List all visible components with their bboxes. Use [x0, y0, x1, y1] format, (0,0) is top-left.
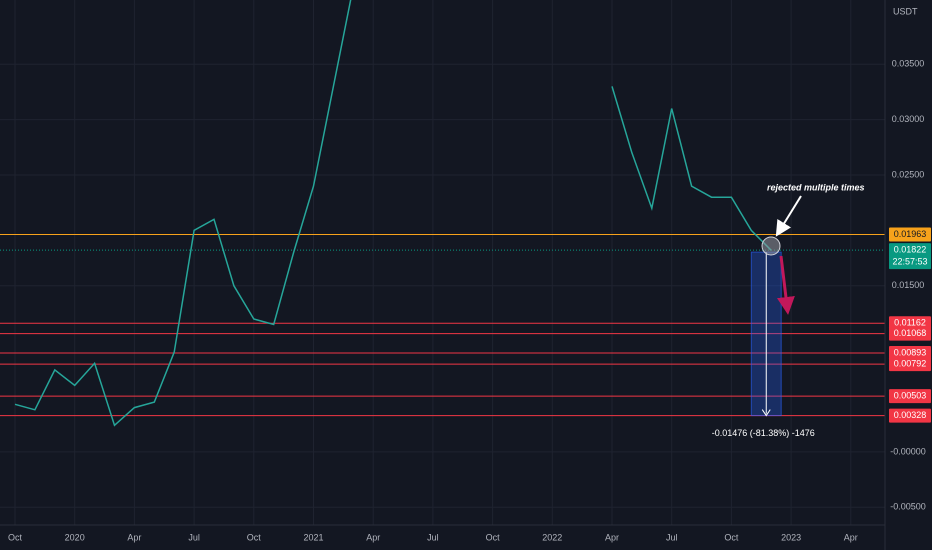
plot — [0, 0, 885, 427]
price-label: 0.00792 — [894, 359, 927, 369]
measure-arrow-head — [761, 409, 771, 417]
price-label-box — [889, 357, 931, 372]
price-label-box — [889, 345, 931, 360]
x-tick-label: Apr — [127, 532, 141, 542]
x-tick-label: 2020 — [65, 532, 85, 542]
price-label: 0.00893 — [894, 347, 927, 357]
x-tick-label: Oct — [247, 532, 262, 542]
unit-label: USDT — [893, 6, 918, 16]
grid — [0, 0, 885, 525]
x-tick-label: Jul — [666, 532, 678, 542]
x-tick-label: Jul — [427, 532, 439, 542]
down-arrow — [776, 255, 795, 315]
x-tick-label: Apr — [844, 532, 858, 542]
price-label: 0.01822 — [894, 244, 927, 254]
highlight-circle — [761, 236, 781, 256]
countdown: 22:57:53 — [892, 256, 927, 266]
price-label-box — [889, 227, 931, 242]
price-label: 0.01963 — [894, 229, 927, 239]
y-tick-label: -0.00000 — [890, 446, 926, 456]
x-tick-label: Apr — [366, 532, 380, 542]
y-tick-label: 0.03000 — [892, 114, 925, 124]
y-tick-label: -0.00500 — [890, 502, 926, 512]
y-tick-label: 0.03500 — [892, 59, 925, 69]
x-tick-label: Jul — [188, 532, 200, 542]
annotation-arrow — [775, 195, 802, 237]
x-tick-label: Oct — [8, 532, 23, 542]
measure-label: -0.01476 (-81.38%) -1476 — [712, 428, 815, 438]
price-label-box — [889, 326, 931, 341]
y-tick-label: 0.01500 — [892, 280, 925, 290]
x-tick-label: 2021 — [303, 532, 323, 542]
price-label: 0.01162 — [894, 318, 926, 328]
price-label: 0.01068 — [894, 328, 927, 338]
price-label: 0.00503 — [894, 391, 927, 401]
price-line — [14, 0, 772, 427]
price-label-box — [889, 408, 931, 423]
x-tick-label: Apr — [605, 532, 619, 542]
x-tick-label: 2022 — [542, 532, 562, 542]
x-tick-label: Oct — [724, 532, 739, 542]
annotation: rejected multiple times — [767, 182, 865, 192]
price-label-box — [889, 389, 931, 404]
price-label: 0.00328 — [894, 410, 927, 420]
x-tick-label: 2023 — [781, 532, 801, 542]
price-label-box — [889, 243, 931, 270]
y-tick-label: 0.02500 — [892, 169, 925, 179]
x-tick-label: Oct — [486, 532, 501, 542]
